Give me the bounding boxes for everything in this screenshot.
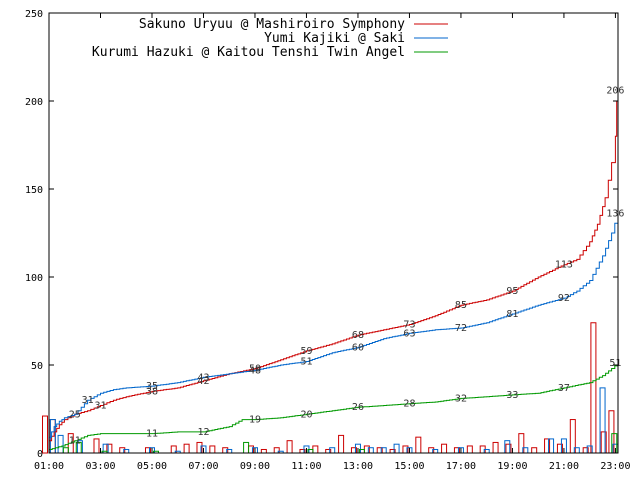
point-label: 28 (403, 399, 415, 410)
axes: 0 50 100 150 200 250 01:00 03:00 05:00 07:00 09:00… (25, 9, 631, 472)
legend-label: Kurumi Hazuki @ Kaitou Tenshi Twin Angel (92, 45, 405, 60)
point-label: 63 (403, 328, 415, 339)
y-tick-label: 50 (31, 361, 43, 372)
series-line (49, 213, 619, 438)
point-label: 68 (352, 330, 364, 341)
point-label: 35 (146, 381, 158, 392)
point-label: 11 (146, 429, 158, 440)
x-tick-label: 11:00 (291, 461, 321, 472)
point-label: 32 (455, 393, 467, 404)
x-tick-label: 09:00 (240, 461, 270, 472)
y-tick-label: 0 (37, 449, 43, 460)
x-tick-label: 07:00 (188, 461, 218, 472)
series-labels: 2531384250596873859511320631354348516063… (69, 85, 625, 446)
point-label: 43 (197, 372, 209, 383)
point-label: 25 (69, 409, 81, 420)
point-label: 48 (249, 365, 261, 376)
point-label: 12 (197, 427, 209, 438)
point-label: 42 (197, 376, 209, 387)
point-label: 31 (94, 400, 106, 411)
legend-label: Sakuno Uryuu @ Mashiroiro Symphony (139, 17, 405, 32)
y-tick-label: 250 (25, 9, 43, 20)
point-label: 38 (146, 386, 158, 397)
hourly-bar (42, 415, 48, 454)
point-label: 60 (352, 342, 364, 353)
point-label: 206 (606, 85, 624, 96)
x-tick-label: 21:00 (549, 461, 579, 472)
point-label: 26 (352, 402, 364, 413)
x-tick-label: 05:00 (137, 461, 167, 472)
y-tick-label: 150 (25, 185, 43, 196)
x-tick-label: 23:00 (600, 461, 630, 472)
point-label: 50 (249, 364, 261, 375)
point-label: 33 (506, 390, 518, 401)
point-label: 37 (558, 383, 570, 394)
point-label: 59 (300, 346, 312, 357)
point-label: 95 (506, 286, 518, 297)
x-tick-label: 17:00 (446, 461, 476, 472)
point-label: 31 (82, 395, 94, 406)
point-label: 92 (558, 293, 570, 304)
point-label: 73 (403, 320, 415, 331)
x-tick-label: 19:00 (497, 461, 527, 472)
point-label: 81 (506, 309, 518, 320)
point-label: 20 (300, 409, 312, 420)
series-line (49, 363, 619, 450)
x-tick-label: 03:00 (85, 461, 115, 472)
y-tick-label: 200 (25, 97, 43, 108)
point-label: 85 (455, 300, 467, 311)
point-label: 136 (606, 209, 624, 220)
point-label: 11 (69, 436, 81, 447)
x-tick-label: 01:00 (34, 461, 64, 472)
point-label: 19 (249, 415, 261, 426)
plot-frame (48, 12, 619, 454)
point-label: 113 (555, 260, 573, 271)
legend-label: Yumi Kajiki @ Saki (264, 31, 405, 46)
x-tick-label: 15:00 (394, 461, 424, 472)
x-tick-label: 13:00 (343, 461, 373, 472)
point-label: 51 (609, 358, 621, 369)
y-tick-label: 100 (25, 273, 43, 284)
series-line (49, 90, 619, 442)
point-label: 51 (300, 356, 312, 367)
series-lines (49, 90, 619, 450)
point-label: 72 (455, 323, 467, 334)
